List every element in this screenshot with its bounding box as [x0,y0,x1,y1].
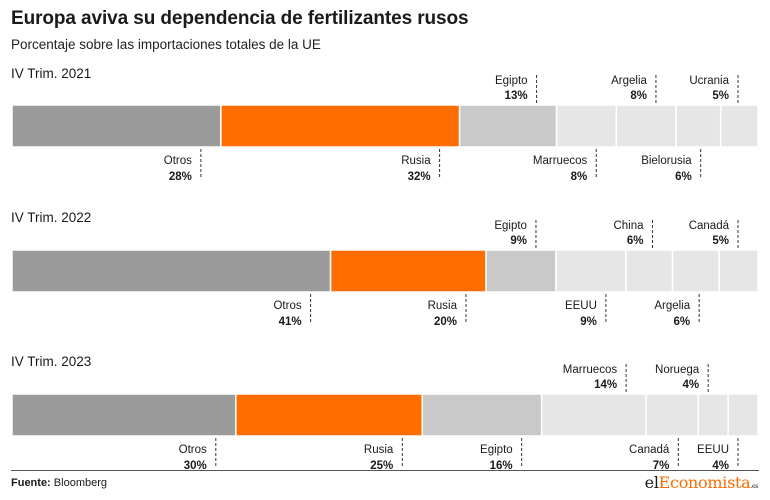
label-value-canada: 7% [653,460,670,470]
bar-segment-argelia [615,104,677,148]
label-value-canada: 5% [712,235,729,247]
label-name-rusia: Rusia [401,155,431,167]
label-name-argelia: Argelia [611,75,647,87]
panel-2022: IV Trim. 2022 Otros 41% Rusia 20% Egipto 9% EEU… [11,210,759,328]
bar-segment-rusia [329,249,487,293]
bar-segment-rusia [235,393,424,437]
label-name-rusia: Rusia [364,444,394,456]
bar-segment-canada [645,393,700,437]
label-value-otros: 30% [184,460,207,470]
bar-segment-noruega [697,393,729,437]
bar-segment-eeuu [555,249,627,293]
label-value-rusia: 20% [434,316,457,328]
panel-title-2023: IV Trim. 2023 [11,354,91,369]
label-value-bielorusia: 6% [675,171,692,183]
label-name-china: China [613,220,644,232]
label-value-marruecos: 8% [571,171,588,183]
label-name-otros: Otros [273,300,301,312]
bar-segment-china [625,249,674,293]
logo-part2: Economista [658,473,751,492]
stacked-bar-charts: IV Trim. 2021 Otros 28% Rusia 32% Egipto 13% Ma… [11,66,759,470]
label-value-egipto: 16% [490,460,513,470]
label-value-eeuu: 9% [580,316,597,328]
bar-segment-eeuu [727,393,759,437]
label-name-otros: Otros [164,155,192,167]
label-value-argelia: 8% [630,90,647,102]
label-value-otros: 28% [169,171,192,183]
bar-segment-argelia [671,249,720,293]
panel-title-2022: IV Trim. 2022 [11,210,91,225]
bar-segment-egipto [421,393,543,437]
bar-segment-ucrania [719,104,759,148]
label-name-argelia: Argelia [654,300,690,312]
panel-title-2021: IV Trim. 2021 [11,66,91,81]
label-value-egipto: 9% [510,235,527,247]
label-value-noruega: 4% [683,379,700,391]
bar-segment-marruecos [555,104,618,148]
chart-subtitle: Porcentaje sobre las importaciones total… [11,37,321,52]
label-value-marruecos: 14% [594,379,617,391]
label-value-china: 6% [627,235,644,247]
source-note: Fuente: Bloomberg [11,477,107,489]
label-value-argelia: 6% [674,316,691,328]
chart-title: Europa aviva su dependencia de fertiliza… [11,8,469,29]
footer-divider [11,470,759,471]
label-name-egipto: Egipto [480,444,513,456]
bar-segment-bielorusia [675,104,722,148]
bar-segment-canada [718,249,759,293]
panel-2023: IV Trim. 2023 Otros 30% Rusia 25% Egipto 16% Ma… [11,354,759,470]
label-name-egipto: Egipto [494,220,527,232]
bar-segment-rusia [220,104,461,148]
logo-part3: .es [750,483,758,490]
label-value-eeuu: 4% [712,460,729,470]
label-value-rusia: 25% [370,460,393,470]
bar-segment-otros [11,104,222,148]
label-name-eeuu: EEUU [565,300,597,312]
label-name-otros: Otros [179,444,207,456]
panel-2021: IV Trim. 2021 Otros 28% Rusia 32% Egipto 13% Ma… [11,66,759,183]
label-name-marruecos: Marruecos [563,364,618,376]
bar-segment-egipto [485,249,557,293]
label-name-eeuu: EEUU [697,444,729,456]
eleconomista-logo: elEconomista.es [644,473,759,492]
label-name-canada: Canadá [629,444,670,456]
label-name-rusia: Rusia [428,300,458,312]
bar-segment-otros [11,249,332,293]
source-label: Fuente: [11,477,51,489]
label-name-ucrania: Ucrania [689,75,729,87]
label-value-rusia: 32% [408,171,431,183]
label-name-canada: Canadá [689,220,730,232]
source-value: Bloomberg [53,477,107,489]
label-value-otros: 41% [279,316,302,328]
label-name-marruecos: Marruecos [533,155,588,167]
label-name-bielorusia: Bielorusia [641,155,692,167]
bar-segment-marruecos [540,393,647,437]
logo-part1: el [644,473,659,492]
label-name-noruega: Noruega [655,364,700,376]
label-value-ucrania: 5% [712,90,729,102]
bar-segment-egipto [458,104,558,148]
label-value-egipto: 13% [505,90,528,102]
bar-segment-otros [11,393,237,437]
label-name-egipto: Egipto [495,75,528,87]
